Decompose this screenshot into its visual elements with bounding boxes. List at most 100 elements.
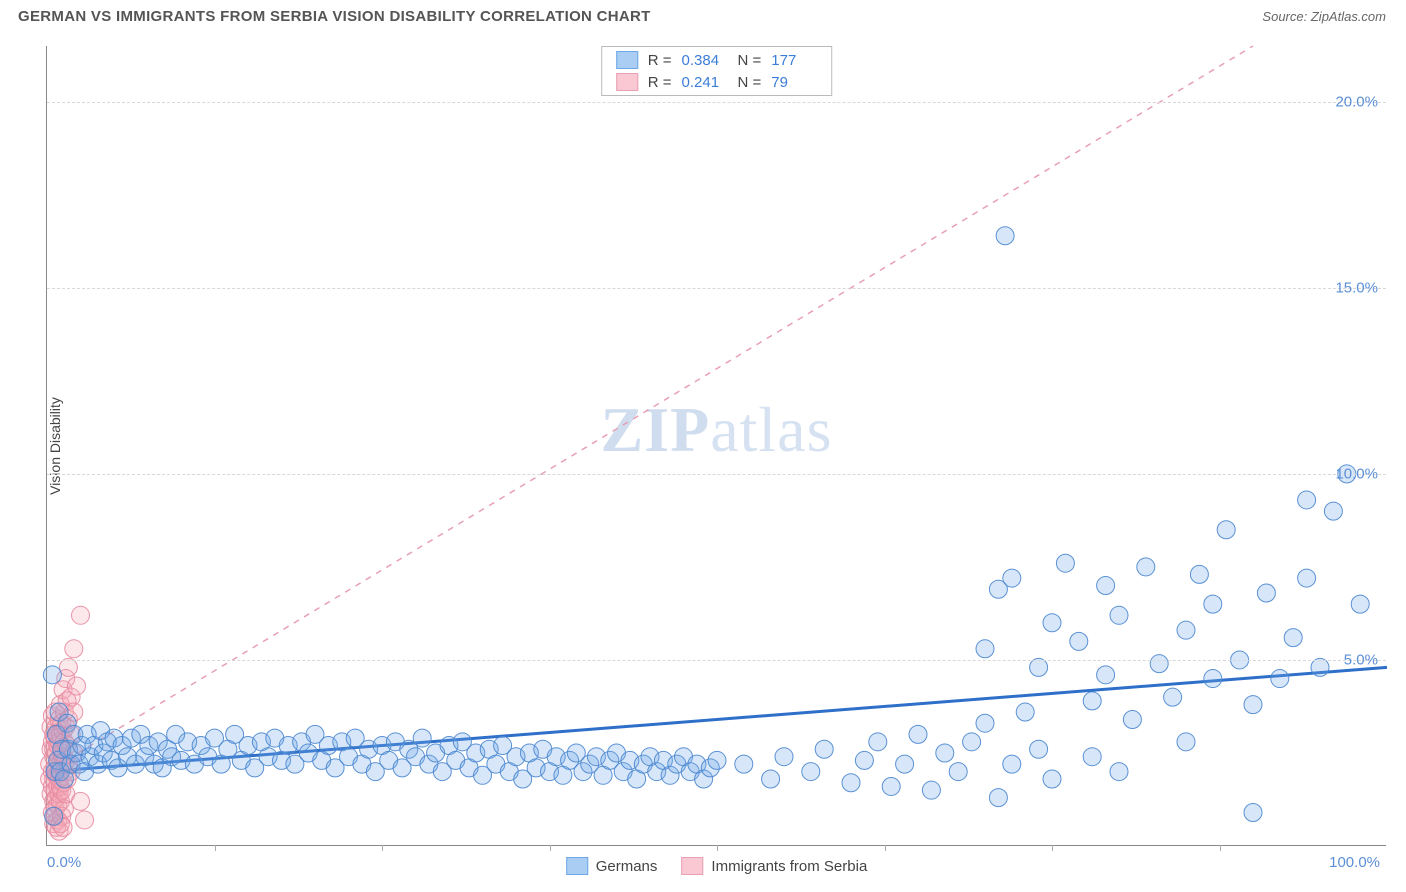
x-minor-tick xyxy=(550,845,551,851)
data-point xyxy=(1284,629,1302,647)
legend-swatch-serbia xyxy=(616,73,638,91)
data-point xyxy=(1003,755,1021,773)
data-point xyxy=(1097,666,1115,684)
plot-area: ZIPatlas R = 0.384 N = 177 R = 0.241 N =… xyxy=(46,46,1386,846)
data-point xyxy=(909,725,927,743)
data-point xyxy=(72,606,90,624)
data-point xyxy=(1271,670,1289,688)
legend-label-germans: Germans xyxy=(596,858,658,875)
gridline-h xyxy=(47,288,1386,289)
x-minor-tick xyxy=(382,845,383,851)
n-value-germans: 177 xyxy=(771,52,817,69)
data-point xyxy=(1177,621,1195,639)
chart-title: GERMAN VS IMMIGRANTS FROM SERBIA VISION … xyxy=(18,8,651,25)
data-point xyxy=(855,751,873,769)
data-point xyxy=(1204,595,1222,613)
y-tick-label: 5.0% xyxy=(1344,651,1378,668)
data-point xyxy=(989,789,1007,807)
gridline-h xyxy=(47,102,1386,103)
y-tick-label: 10.0% xyxy=(1335,465,1378,482)
x-tick-max: 100.0% xyxy=(1329,854,1380,871)
data-point xyxy=(1097,577,1115,595)
x-minor-tick xyxy=(885,845,886,851)
data-point xyxy=(882,777,900,795)
legend-swatch-serbia-bottom xyxy=(681,857,703,875)
trend-line xyxy=(47,46,1253,772)
x-tick-min: 0.0% xyxy=(47,854,81,871)
data-point xyxy=(1110,606,1128,624)
data-point xyxy=(1244,696,1262,714)
source-name: ZipAtlas.com xyxy=(1311,9,1386,24)
y-tick-label: 20.0% xyxy=(1335,93,1378,110)
data-point xyxy=(43,666,61,684)
data-point xyxy=(936,744,954,762)
data-point xyxy=(762,770,780,788)
data-point xyxy=(1137,558,1155,576)
n-value-serbia: 79 xyxy=(771,74,817,91)
data-point xyxy=(1043,770,1061,788)
source-label: Source: xyxy=(1262,9,1307,24)
data-point xyxy=(1030,740,1048,758)
data-point xyxy=(1150,655,1168,673)
data-point xyxy=(842,774,860,792)
data-point xyxy=(1123,710,1141,728)
data-point xyxy=(1003,569,1021,587)
data-point xyxy=(802,763,820,781)
legend-label-serbia: Immigrants from Serbia xyxy=(711,858,867,875)
data-point xyxy=(869,733,887,751)
gridline-h xyxy=(47,660,1386,661)
r-value-germans: 0.384 xyxy=(682,52,728,69)
data-point xyxy=(45,807,63,825)
data-point xyxy=(1177,733,1195,751)
data-point xyxy=(1164,688,1182,706)
source-credit: Source: ZipAtlas.com xyxy=(1262,9,1386,24)
legend-stats: R = 0.384 N = 177 R = 0.241 N = 79 xyxy=(601,46,833,96)
data-point xyxy=(963,733,981,751)
x-minor-tick xyxy=(1052,845,1053,851)
data-point xyxy=(76,811,94,829)
legend-item-germans: Germans xyxy=(566,857,658,875)
data-point xyxy=(1030,658,1048,676)
data-point xyxy=(735,755,753,773)
data-point xyxy=(1324,502,1342,520)
data-point xyxy=(1110,763,1128,781)
legend-series: Germans Immigrants from Serbia xyxy=(566,857,868,875)
legend-item-serbia: Immigrants from Serbia xyxy=(681,857,867,875)
data-point xyxy=(1298,569,1316,587)
data-point xyxy=(1070,632,1088,650)
scatter-plot-svg xyxy=(47,46,1386,845)
data-point xyxy=(1298,491,1316,509)
legend-swatch-germans xyxy=(616,51,638,69)
data-point xyxy=(1056,554,1074,572)
y-tick-label: 15.0% xyxy=(1335,279,1378,296)
data-point xyxy=(815,740,833,758)
data-point xyxy=(67,677,85,695)
data-point xyxy=(1244,804,1262,822)
data-point xyxy=(1217,521,1235,539)
data-point xyxy=(1016,703,1034,721)
gridline-h xyxy=(47,474,1386,475)
data-point xyxy=(1190,565,1208,583)
data-point xyxy=(65,640,83,658)
data-point xyxy=(1204,670,1222,688)
data-point xyxy=(59,658,77,676)
data-point xyxy=(1083,748,1101,766)
x-minor-tick xyxy=(1220,845,1221,851)
data-point xyxy=(72,792,90,810)
data-point xyxy=(1083,692,1101,710)
data-point xyxy=(922,781,940,799)
data-point xyxy=(1351,595,1369,613)
data-point xyxy=(896,755,914,773)
data-point xyxy=(413,729,431,747)
legend-stats-row-serbia: R = 0.241 N = 79 xyxy=(602,71,832,93)
title-bar: GERMAN VS IMMIGRANTS FROM SERBIA VISION … xyxy=(0,0,1406,29)
data-point xyxy=(1311,658,1329,676)
data-point xyxy=(775,748,793,766)
legend-stats-row-germans: R = 0.384 N = 177 xyxy=(602,49,832,71)
data-point xyxy=(1043,614,1061,632)
data-point xyxy=(996,227,1014,245)
r-value-serbia: 0.241 xyxy=(682,74,728,91)
x-minor-tick xyxy=(215,845,216,851)
data-point xyxy=(976,640,994,658)
data-point xyxy=(976,714,994,732)
